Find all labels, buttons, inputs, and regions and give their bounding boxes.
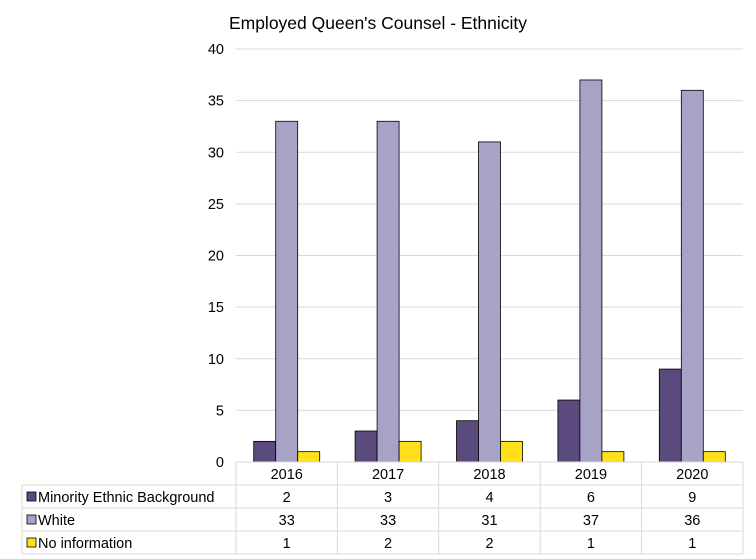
legend-label: White	[38, 513, 75, 529]
y-tick-label: 35	[208, 94, 224, 110]
legend-key	[26, 514, 37, 525]
data-label: 1	[587, 536, 595, 552]
data-label: 9	[688, 490, 696, 506]
legend-key	[26, 491, 37, 502]
y-axis-ticks: 0 5 10 15 20 25 30 35 40	[208, 42, 224, 471]
bar	[297, 451, 321, 463]
bar	[478, 141, 501, 463]
data-label: 36	[684, 513, 700, 529]
y-tick-label: 0	[216, 455, 224, 471]
y-tick-label: 25	[208, 197, 224, 213]
data-label: 33	[380, 513, 396, 529]
y-tick-label: 40	[208, 42, 224, 58]
y-tick-label: 15	[208, 300, 224, 316]
y-tick-label: 20	[208, 249, 224, 265]
x-tick-label: 2016	[271, 467, 303, 483]
bar	[354, 430, 378, 463]
bar	[702, 451, 726, 463]
bar	[680, 89, 704, 463]
chart-title: Employed Queen's Counsel - Ethnicity	[229, 13, 527, 33]
data-label: 1	[688, 536, 696, 552]
data-label: 2	[384, 536, 392, 552]
data-table: 2016 2017 2018 2019 2020 Minority Ethnic Back…	[21, 461, 744, 555]
bar	[500, 440, 523, 463]
legend-label: No information	[38, 536, 132, 552]
x-tick-label: 2019	[575, 467, 607, 483]
data-label: 37	[583, 513, 599, 529]
data-label: 31	[481, 513, 497, 529]
data-label: 4	[485, 490, 493, 506]
bar	[376, 120, 400, 463]
x-tick-label: 2018	[473, 467, 505, 483]
legend-label: Minority Ethnic Background	[38, 490, 215, 506]
data-label: 6	[587, 490, 595, 506]
x-tick-label: 2020	[676, 467, 708, 483]
data-label: 33	[279, 513, 295, 529]
bar	[579, 79, 603, 463]
bar	[601, 451, 625, 463]
bar	[253, 440, 277, 463]
data-label: 3	[384, 490, 392, 506]
y-tick-label: 10	[208, 352, 224, 368]
x-tick-label: 2017	[372, 467, 404, 483]
bar	[398, 440, 422, 463]
data-label: 2	[283, 490, 291, 506]
legend-key	[26, 537, 37, 548]
data-label: 1	[283, 536, 291, 552]
bars	[253, 79, 726, 463]
bar	[557, 399, 581, 463]
y-tick-label: 30	[208, 145, 224, 161]
y-tick-label: 5	[216, 403, 224, 419]
data-label: 2	[485, 536, 493, 552]
bar	[456, 420, 479, 463]
bar	[275, 120, 299, 463]
bar	[658, 368, 682, 463]
